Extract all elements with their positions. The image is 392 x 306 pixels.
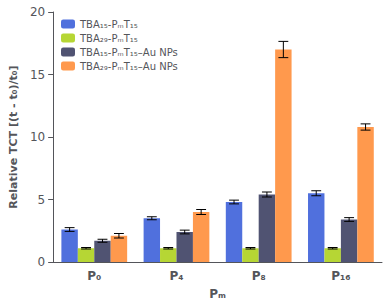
svg-text:P₀: P₀	[87, 269, 101, 283]
svg-text:TBA₂₉-PₘT₁₅–Au NPs: TBA₂₉-PₘT₁₅–Au NPs	[79, 61, 178, 72]
svg-text:Relative TCT [(t - t₀)/t₀]: Relative TCT [(t - t₀)/t₀]	[7, 65, 20, 208]
svg-text:Pₘ: Pₘ	[209, 287, 226, 301]
svg-text:20: 20	[30, 5, 45, 19]
svg-text:0: 0	[38, 255, 46, 269]
svg-text:10: 10	[30, 130, 45, 144]
svg-text:15: 15	[30, 68, 45, 82]
svg-text:TBA₁₅-PₘT₁₅: TBA₁₅-PₘT₁₅	[79, 19, 138, 30]
svg-text:P₁₆: P₁₆	[331, 269, 350, 283]
svg-text:P₈: P₈	[252, 269, 266, 283]
svg-text:TBA₂₉-PₘT₁₅: TBA₂₉-PₘT₁₅	[79, 33, 138, 44]
svg-text:5: 5	[38, 193, 46, 207]
svg-text:TBA₁₅-PₘT₁₅–Au NPs: TBA₁₅-PₘT₁₅–Au NPs	[79, 47, 178, 58]
svg-text:P₄: P₄	[169, 269, 183, 283]
